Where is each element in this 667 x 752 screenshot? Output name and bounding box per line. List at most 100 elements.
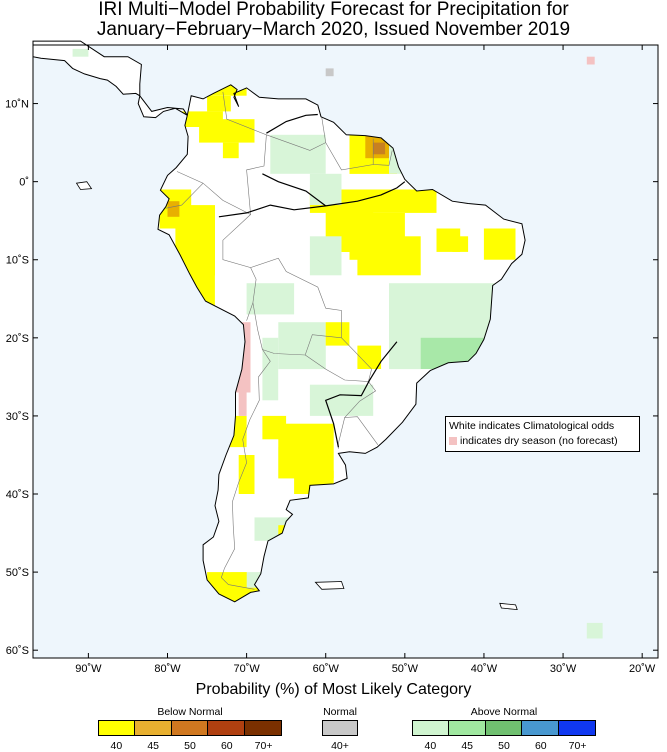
forecast-patch-below-40 [436, 228, 461, 252]
border-line [373, 150, 393, 166]
dry-season-swatch [449, 437, 457, 445]
lon-tick-label: 20˚W [629, 663, 656, 675]
country-borders [165, 91, 393, 590]
legend-tick-label: 45 [461, 740, 474, 752]
legend-tick-label: 40 [424, 740, 437, 752]
lon-tick-label: 90˚W [75, 663, 102, 675]
above-normal-label: Above Normal [470, 706, 538, 718]
normal-colorbar [322, 720, 358, 736]
above-normal-ticks: 40 45 50 60 70+ [412, 740, 596, 752]
legend-tick-label: 60 [534, 740, 547, 752]
forecast-patch-below-40 [483, 228, 516, 260]
legend-swatch [323, 721, 357, 735]
lon-tick-label: 80˚W [154, 663, 181, 675]
island-shape [499, 602, 518, 611]
forecast-patch-dry [238, 376, 247, 416]
legend-swatch [171, 721, 209, 735]
ocean-patch-above-40 [586, 622, 603, 639]
forecast-patch-below-45 [167, 201, 180, 217]
forecast-patch-below-40 [262, 415, 287, 440]
lat-tick-label: 60˚S [6, 645, 29, 657]
lon-tick-label: 60˚W [313, 663, 340, 675]
forecast-patch-above-40 [246, 283, 295, 315]
ocean-patches [72, 48, 603, 639]
forecast-patch-below-40 [278, 423, 334, 479]
dry-season-text: indicates dry season (no forecast) [460, 435, 618, 447]
border-line [325, 138, 374, 171]
forecast-patch-above-40 [309, 173, 342, 205]
legend-swatch [558, 721, 595, 735]
lat-tick-label: 10˚S [6, 255, 29, 267]
legend-swatch [135, 721, 172, 735]
forecast-map: 90˚W 80˚W 70˚W 60˚W 50˚W 40˚W 30˚W 20˚W 10˚N0˚1… [5, 40, 659, 675]
south-america-land [33, 41, 526, 602]
lat-tick-label: 20˚S [6, 333, 29, 345]
forecast-patch-below-40 [199, 119, 255, 143]
dry-season-note: indicates dry season (no forecast) [449, 434, 636, 449]
normal-label: Normal [323, 706, 357, 718]
below-normal-ticks: 40 45 50 60 70+ [98, 740, 282, 752]
above-normal-colorbar [412, 720, 596, 736]
lon-axis: 90˚W 80˚W 70˚W 60˚W 50˚W 40˚W 30˚W 20˚W [75, 45, 656, 675]
legend-swatch [485, 721, 523, 735]
lat-tick-label: 50˚S [6, 567, 29, 579]
map-frame [32, 44, 659, 659]
border-line [176, 91, 267, 216]
legend-tick-label: 60 [220, 740, 233, 752]
legend-swatch [522, 721, 559, 735]
border-line [252, 302, 342, 356]
forecast-patch-below-40 [357, 236, 421, 276]
forecast-patch-above-40 [278, 322, 326, 370]
lon-tick-label: 50˚W [392, 663, 419, 675]
river-line [266, 113, 318, 134]
border-line [165, 182, 204, 209]
island-shape [75, 181, 93, 190]
forecast-patch-below-40 [207, 95, 231, 112]
border-line [250, 257, 342, 338]
legend-tick-label: 45 [147, 740, 160, 752]
ocean-patch-dry [586, 56, 595, 65]
border-line [220, 349, 271, 590]
forecast-patch-below-40 [238, 455, 255, 494]
lon-tick-label: 40˚W [471, 663, 498, 675]
lon-tick-label: 70˚W [233, 663, 260, 675]
forecast-patch-above-40 [309, 236, 342, 276]
coastline [32, 40, 526, 603]
ocean-patch-normal [325, 68, 334, 77]
forecast-patch-below-50 [373, 142, 386, 155]
title-line-1: IRI Multi−Model Probability Forecast for… [98, 0, 569, 20]
below-normal-colorbar [98, 720, 282, 736]
rivers [218, 113, 406, 448]
legend-tick-label: 70+ [254, 740, 273, 752]
legend-tick-label: 50 [498, 740, 510, 752]
border-line [343, 381, 379, 445]
normal-ticks: 40+ [322, 740, 358, 752]
islands [75, 181, 518, 611]
legend-tick-label: 70+ [568, 740, 587, 752]
border-line [266, 117, 327, 151]
river-line [324, 341, 398, 448]
lat-tick-label: 0˚ [19, 177, 29, 189]
island-shape [314, 581, 345, 590]
forecast-patch-below-40 [222, 142, 239, 159]
lat-tick-label: 30˚S [6, 411, 29, 423]
river-line [262, 173, 327, 207]
forecast-patch-below-40 [357, 345, 382, 369]
legend-swatch [99, 721, 136, 735]
title-line-2: January−February−March 2020, Issued Nove… [96, 19, 571, 40]
legend-title: Probability (%) of Most Likely Category [195, 681, 472, 698]
climatology-note: White indicates Climatological odds [449, 420, 615, 432]
ocean-patch-above-40 [72, 48, 89, 57]
map-note: White indicates Climatological odds indi… [445, 416, 640, 452]
lat-tick-label: 10˚N [5, 99, 29, 111]
legend-swatch [413, 721, 450, 735]
lat-axis: 10˚N 0˚ 10˚S 20˚S 30˚S 40˚S 50˚S 60˚S [5, 99, 658, 657]
legend-swatch [244, 721, 281, 735]
lat-tick-label: 40˚S [6, 489, 29, 501]
legend-swatch [449, 721, 486, 735]
legend-tick-label: 40 [110, 740, 123, 752]
map-title: IRI Multi−Model Probability Forecast for… [0, 0, 667, 40]
legend-tick-label: 40+ [331, 740, 349, 752]
legend-swatch [208, 721, 245, 735]
lon-tick-label: 30˚W [550, 663, 577, 675]
